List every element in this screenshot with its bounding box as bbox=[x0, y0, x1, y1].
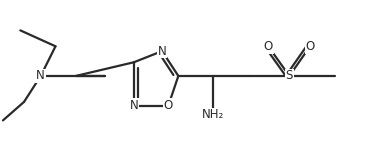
Text: N: N bbox=[36, 69, 45, 82]
Text: O: O bbox=[164, 99, 173, 112]
Text: N: N bbox=[130, 99, 138, 112]
Text: NH₂: NH₂ bbox=[202, 108, 224, 121]
Text: N: N bbox=[158, 45, 166, 58]
Text: O: O bbox=[306, 40, 314, 53]
Text: O: O bbox=[263, 40, 273, 53]
Text: S: S bbox=[286, 69, 293, 82]
